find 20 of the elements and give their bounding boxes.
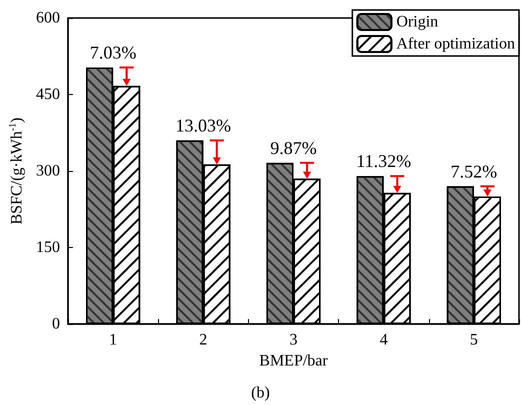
x-tick-label: 4 bbox=[380, 332, 388, 348]
y-tick-label: 600 bbox=[36, 10, 60, 26]
legend-label: After optimization bbox=[396, 36, 516, 52]
y-axis-title: BSFC/(g·kWh-1) bbox=[8, 118, 26, 224]
text: (b) bbox=[251, 384, 270, 402]
x-tick-label: 5 bbox=[470, 332, 478, 348]
y-tick-label: 0 bbox=[52, 316, 60, 332]
legend-label: Origin bbox=[396, 14, 438, 30]
annotation: 9.87% bbox=[270, 138, 317, 158]
annotation: 7.03% bbox=[90, 42, 136, 62]
annotation: 11.32% bbox=[356, 151, 412, 172]
y-tick-label: 450 bbox=[36, 86, 60, 103]
y-tick-label: 150 bbox=[36, 239, 60, 256]
annotation: 7.52% bbox=[450, 161, 498, 182]
x-tick-label: 1 bbox=[109, 332, 118, 348]
x-tick-label: 2 bbox=[199, 332, 208, 348]
annotation: 13.03% bbox=[176, 115, 232, 136]
x-axis-title: BMEP/bar bbox=[259, 352, 328, 370]
y-tick-label: 300 bbox=[36, 162, 60, 180]
x-tick-label: 3 bbox=[290, 332, 298, 348]
